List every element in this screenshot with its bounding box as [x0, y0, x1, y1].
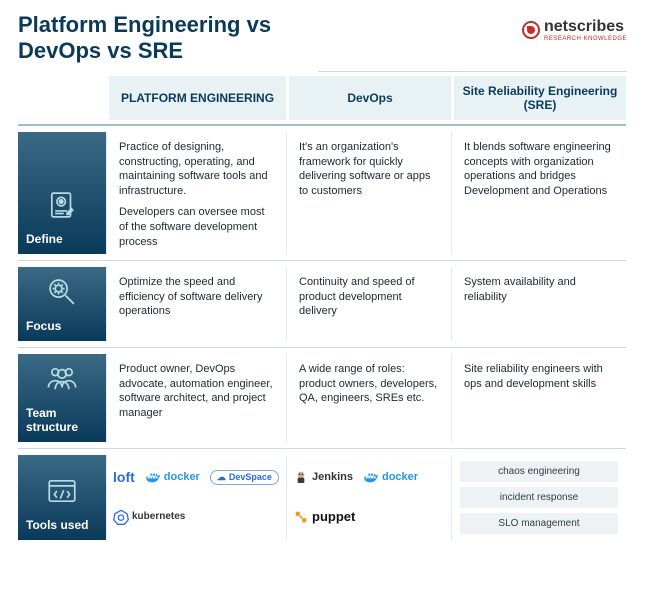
col-header-sre: Site Reliability Engineering (SRE): [451, 76, 626, 120]
cell-team-devops: A wide range of roles: product owners, d…: [286, 354, 451, 442]
header-divider: [318, 71, 627, 72]
tool-jenkins: Jenkins: [293, 469, 353, 485]
sre-tool-slo: SLO management: [460, 513, 618, 534]
row-divider: [18, 124, 626, 126]
cell-focus-sre: System availability and reliability: [451, 267, 626, 341]
row-label-focus: Focus: [18, 267, 106, 341]
cloud-icon: ☁: [217, 472, 226, 483]
cell-team-sre: Site reliability engineers with ops and …: [451, 354, 626, 442]
team-icon: [45, 362, 79, 396]
tool-puppet: puppet: [293, 509, 355, 525]
col-header-devops: DevOps: [286, 76, 451, 120]
sre-tool-chaos: chaos engineering: [460, 461, 618, 482]
cell-tools-platform: loft docker ☁DevSpace kubernetes: [106, 455, 286, 540]
header-spacer: [18, 76, 106, 120]
kubernetes-icon: [113, 509, 129, 525]
cell-focus-platform: Optimize the speed and efficiency of sof…: [106, 267, 286, 341]
tool-docker: docker: [145, 469, 200, 485]
tool-kubernetes: kubernetes: [113, 509, 185, 525]
cell-team-platform: Product owner, DevOps advocate, automati…: [106, 354, 286, 442]
netscribes-icon: [522, 21, 540, 39]
cell-tools-sre: chaos engineering incident response SLO …: [451, 455, 626, 540]
row-divider: [18, 448, 626, 449]
cell-define-devops: It's an organization's framework for qui…: [286, 132, 451, 254]
cell-define-platform: Practice of designing, constructing, ope…: [106, 132, 286, 254]
row-label-team: Team structure: [18, 354, 106, 442]
sre-tool-incident: incident response: [460, 487, 618, 508]
comparison-infographic: Platform Engineering vs DevOps vs SRE ne…: [0, 0, 645, 552]
jenkins-icon: [293, 469, 309, 485]
tool-docker: docker: [363, 469, 418, 485]
brand-tagline: RESEARCH KNOWLEDGE: [544, 36, 627, 42]
header: Platform Engineering vs DevOps vs SRE ne…: [18, 12, 627, 65]
docker-icon: [363, 469, 379, 485]
tool-devspace: ☁DevSpace: [210, 470, 279, 485]
docker-icon: [145, 469, 161, 485]
cell-tools-devops: Jenkins docker puppet: [286, 455, 451, 540]
brand-name: netscribes: [544, 18, 624, 35]
row-label-tools: Tools used: [18, 455, 106, 540]
page-title: Platform Engineering vs DevOps vs SRE: [18, 12, 271, 65]
puppet-icon: [293, 509, 309, 525]
row-divider: [18, 260, 626, 261]
tool-loft: loft: [113, 469, 135, 485]
comparison-grid: PLATFORM ENGINEERING DevOps Site Reliabi…: [18, 76, 627, 540]
row-label-define: Define: [18, 132, 106, 254]
document-target-icon: [45, 188, 79, 222]
browser-tools-icon: [45, 474, 79, 508]
col-header-platform: PLATFORM ENGINEERING: [106, 76, 286, 120]
magnifier-gear-icon: [45, 275, 79, 309]
cell-focus-devops: Continuity and speed of product developm…: [286, 267, 451, 341]
brand-logo: netscribes RESEARCH KNOWLEDGE: [522, 12, 627, 42]
row-divider: [18, 347, 626, 348]
cell-define-sre: It blends software engineering concepts …: [451, 132, 626, 254]
